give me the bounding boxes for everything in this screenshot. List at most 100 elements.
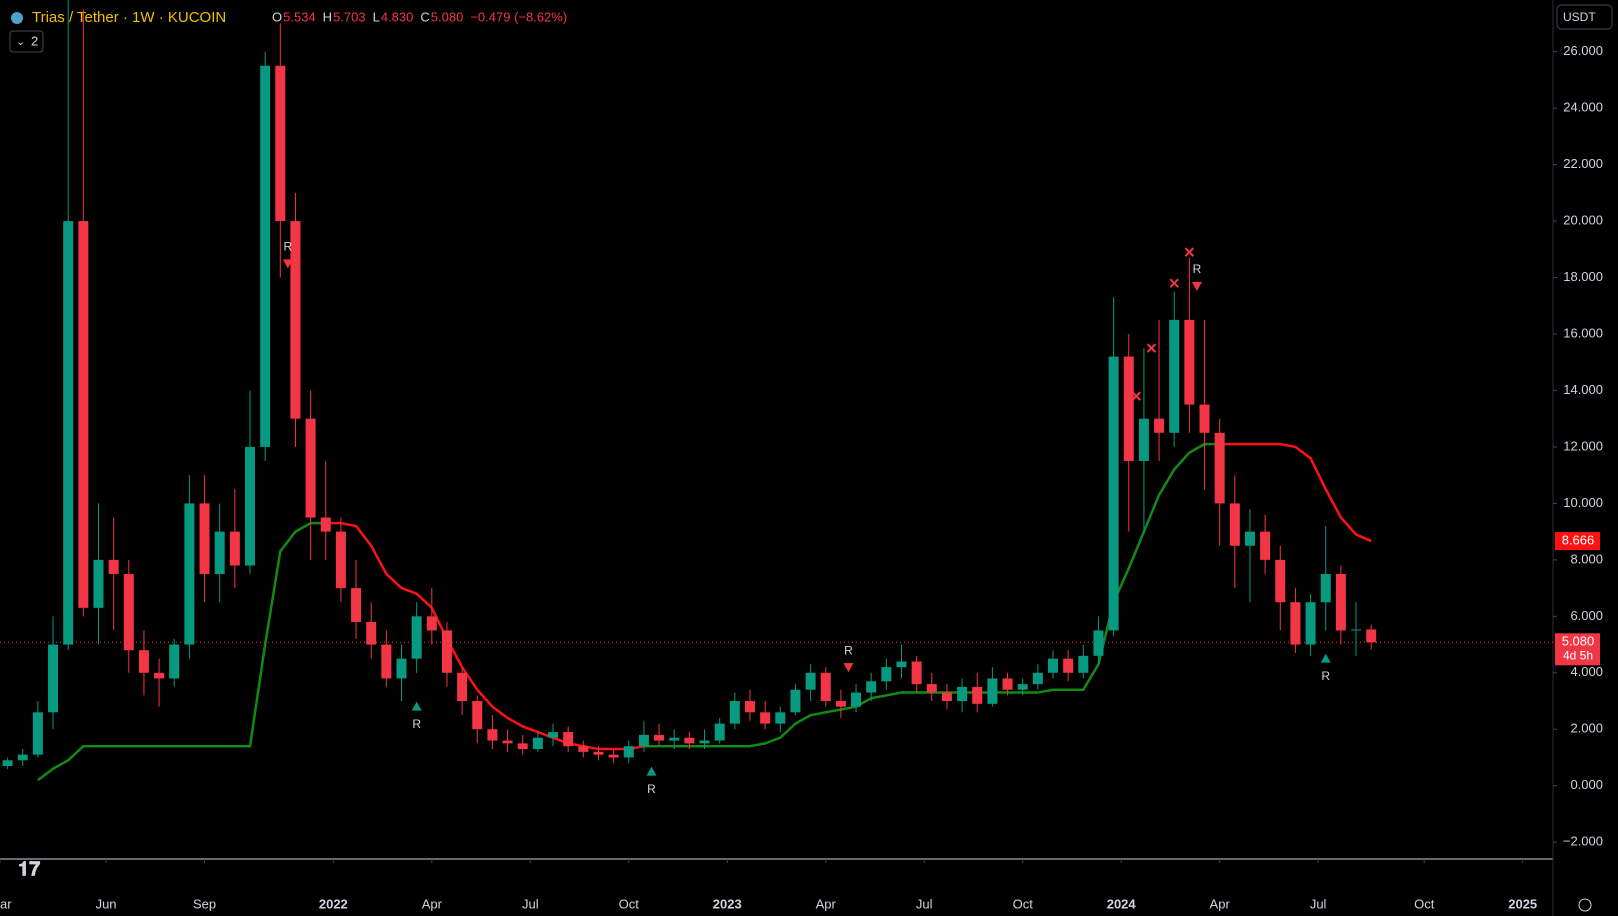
cross-marker	[1169, 278, 1179, 288]
candle-body	[487, 729, 498, 741]
candle-body	[1002, 678, 1013, 690]
candle-body	[941, 692, 952, 702]
y-tick-label: 14.000	[1563, 382, 1603, 397]
signal-label: R	[284, 240, 293, 254]
settings-icon[interactable]	[1578, 898, 1592, 912]
candle-body	[851, 692, 862, 707]
last-price-box	[1555, 633, 1600, 666]
candle-body	[472, 701, 483, 730]
candle-body	[1320, 573, 1331, 603]
candle-body	[760, 712, 771, 724]
indicator-count: 2	[31, 33, 38, 48]
candle-body	[896, 661, 907, 668]
candle-body	[411, 616, 422, 659]
x-tick-label: Oct	[1013, 896, 1034, 911]
candle-body	[790, 689, 801, 713]
signal-marker	[411, 701, 422, 711]
ohlc-letter: O	[272, 9, 282, 24]
candle-body	[2, 760, 13, 766]
candle-body	[820, 672, 831, 702]
candle-body	[1335, 573, 1346, 631]
x-tick-label: 2023	[713, 896, 742, 911]
y-tick-label: 8.000	[1570, 551, 1603, 566]
candle-body	[32, 712, 43, 755]
candle-body	[1305, 602, 1316, 645]
candle-body	[351, 588, 362, 622]
y-tick-label: 2.000	[1570, 721, 1603, 736]
indicator-toggle[interactable]	[9, 30, 44, 53]
candle-body	[123, 573, 134, 651]
candle-body	[957, 686, 968, 702]
signal-label: R	[1193, 262, 1202, 276]
candle-body	[426, 616, 437, 631]
candle-body	[669, 737, 680, 741]
candle-body	[214, 531, 225, 574]
candle-body	[184, 503, 195, 645]
y-tick-label: 12.000	[1563, 438, 1603, 453]
candle-body	[548, 732, 559, 738]
y-tick-label: −2.000	[1563, 834, 1603, 849]
candle-body	[987, 678, 998, 704]
ohlc-letter: L	[373, 9, 380, 24]
candle-body	[290, 221, 301, 419]
y-tick-label: 10.000	[1563, 495, 1603, 510]
currency-label: USDT	[1563, 10, 1596, 24]
candle-body	[623, 746, 634, 758]
trend-line	[1219, 442, 1372, 543]
candle-body	[320, 517, 331, 532]
candle-body	[866, 681, 877, 693]
signal-marker	[282, 259, 293, 269]
x-tick-label: Apr	[1210, 896, 1231, 911]
candle-body	[1108, 356, 1119, 631]
ohlc-value: 4.830	[381, 9, 414, 24]
currency-button[interactable]	[1556, 4, 1613, 30]
ohlc-letter: C	[420, 9, 429, 24]
candle-body	[517, 743, 528, 750]
candle-body	[593, 751, 604, 755]
candle-body	[1351, 629, 1362, 631]
candle-body	[699, 740, 710, 744]
y-tick-label: 0.000	[1570, 777, 1603, 792]
trend-last-label: 8.666	[1562, 532, 1595, 547]
ohlc-value: 5.080	[431, 9, 464, 24]
x-tick-label: Jul	[916, 896, 933, 911]
countdown: 4d 5h	[1563, 648, 1593, 662]
candle-body	[1214, 432, 1225, 504]
y-tick-label: 24.000	[1563, 100, 1603, 115]
cross-marker	[1184, 247, 1195, 257]
x-tick-label: Oct	[1414, 896, 1435, 911]
candle-body	[1275, 559, 1286, 603]
candle-body	[972, 686, 983, 704]
y-tick-label: 20.000	[1563, 213, 1603, 228]
y-tick-label: 16.000	[1563, 325, 1603, 340]
candle-body	[244, 446, 255, 566]
candle-body	[684, 737, 695, 744]
candle-body	[654, 734, 665, 741]
ohlc-value: 5.703	[333, 9, 366, 24]
candle-body	[366, 621, 377, 645]
candle-body	[1017, 684, 1028, 690]
candle-body	[835, 701, 846, 707]
candle-body	[578, 746, 589, 752]
candle-body	[1063, 658, 1074, 673]
candle-body	[1169, 319, 1180, 433]
signal-label: R	[647, 782, 656, 796]
x-tick-label: 2025	[1508, 896, 1537, 911]
candle-body	[1093, 630, 1104, 656]
trend-line	[37, 521, 326, 782]
trend-last-box	[1555, 532, 1600, 551]
candle-body	[881, 667, 892, 682]
x-tick-label: Oct	[619, 896, 640, 911]
symbol-title: Trias / Tether · 1W · KUCOIN	[32, 9, 226, 26]
candle-body	[229, 531, 240, 566]
y-tick-label: 6.000	[1570, 608, 1603, 623]
candle-body	[138, 650, 149, 673]
candle-body	[1154, 418, 1165, 433]
candle-body	[1032, 672, 1043, 685]
candle-body	[744, 701, 755, 713]
candle-body	[199, 503, 210, 574]
candle-body	[638, 734, 649, 747]
candle-body	[1290, 602, 1301, 645]
